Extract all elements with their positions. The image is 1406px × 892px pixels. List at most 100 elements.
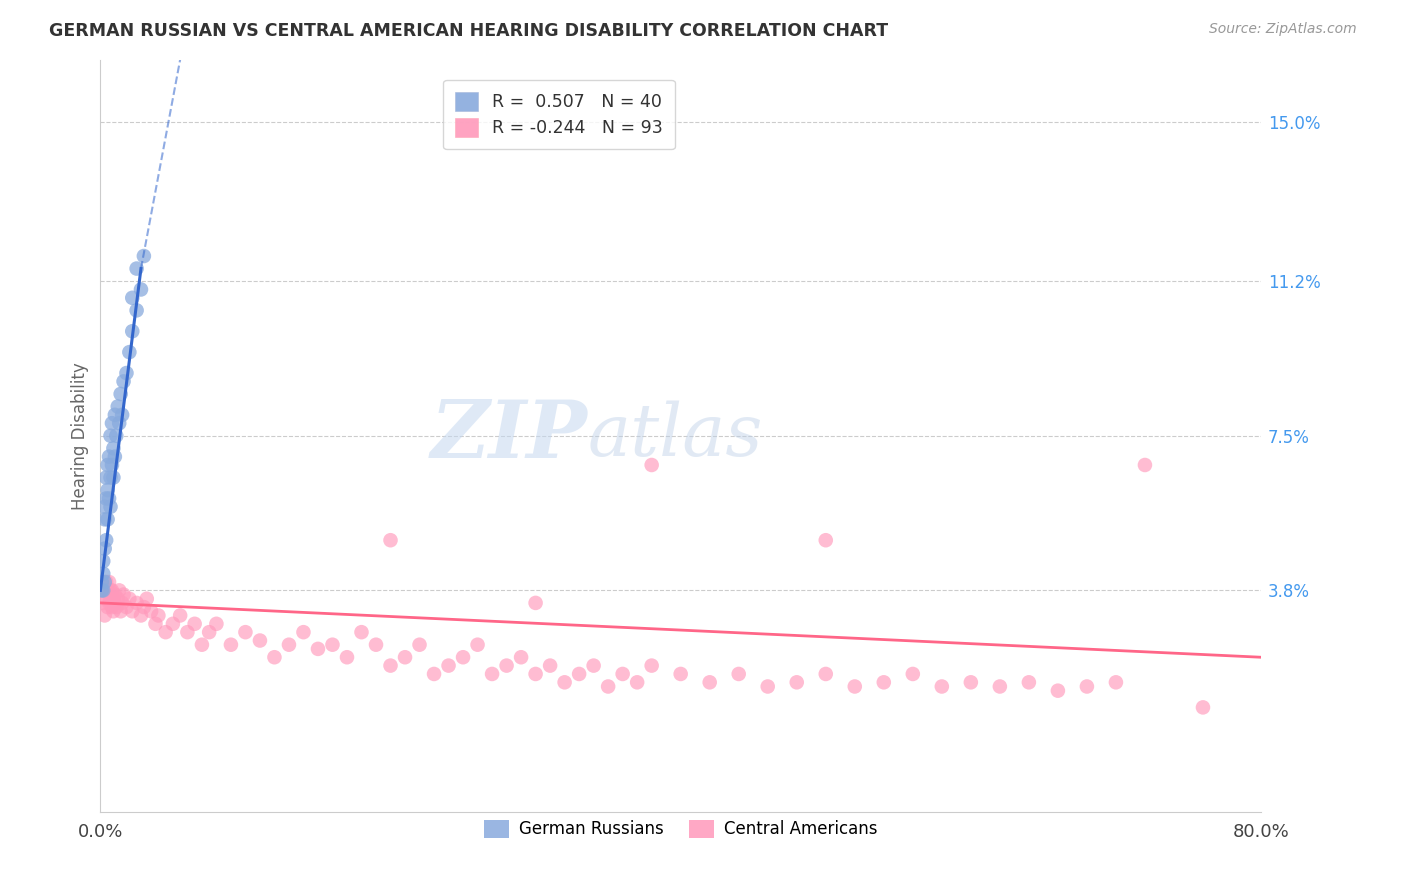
Point [100,500,122,514]
Point [205,616,228,631]
Point [380,533,402,548]
Point [931,680,953,694]
Point [97,600,120,615]
Point [155,625,177,640]
Point [96,491,118,506]
Point [97,583,120,598]
Point [103,442,125,456]
Point [100,428,122,442]
Point [97,458,120,472]
Point [437,658,460,673]
Point [96,470,118,484]
Point [901,667,924,681]
Point [423,667,446,681]
Point [93,500,115,514]
Point [98,450,121,464]
Point [451,650,474,665]
Point [481,667,503,681]
Point [612,667,634,681]
Point [176,625,198,640]
Point [115,366,138,380]
Point [91,583,114,598]
Point [115,600,138,615]
Point [1192,700,1215,714]
Point [408,638,430,652]
Point [873,675,896,690]
Point [135,591,157,606]
Point [100,583,122,598]
Point [568,667,591,681]
Point [467,638,489,652]
Point [108,416,131,430]
Point [198,625,221,640]
Point [1046,683,1069,698]
Point [510,650,533,665]
Point [121,324,143,338]
Point [336,650,359,665]
Point [96,533,118,548]
Point [524,596,547,610]
Point [98,574,121,589]
Point [756,680,779,694]
Point [364,638,387,652]
Point [350,625,373,640]
Point [110,387,132,401]
Point [191,638,214,652]
Point [219,638,242,652]
Point [101,416,124,430]
Point [786,675,808,690]
Text: atlas: atlas [588,401,763,471]
Point [90,574,112,589]
Point [524,667,547,681]
Point [105,428,128,442]
Point [118,591,141,606]
Point [145,616,167,631]
Point [959,675,981,690]
Point [101,458,124,472]
Point [121,291,143,305]
Point [307,641,329,656]
Point [98,596,121,610]
Point [125,261,148,276]
Point [554,675,576,690]
Point [814,533,837,548]
Point [91,566,114,581]
Point [97,483,120,497]
Point [112,375,135,389]
Point [235,625,257,640]
Point [112,588,135,602]
Point [93,608,115,623]
Point [107,400,129,414]
Text: Source: ZipAtlas.com: Source: ZipAtlas.com [1209,22,1357,37]
Point [104,588,127,602]
Point [98,491,121,506]
Point [118,345,141,359]
Point [148,608,170,623]
Point [101,600,124,615]
Point [100,470,122,484]
Point [103,591,125,606]
Point [844,680,866,694]
Point [90,583,112,598]
Point [103,604,125,618]
Point [125,596,148,610]
Point [278,638,301,652]
Point [249,633,271,648]
Point [93,541,115,556]
Legend: German Russians, Central Americans: German Russians, Central Americans [478,813,884,845]
Point [139,604,162,618]
Point [104,408,127,422]
Point [321,638,343,652]
Point [93,583,115,598]
Point [263,650,285,665]
Point [105,600,128,615]
Point [111,596,134,610]
Point [129,283,152,297]
Point [103,470,125,484]
Point [598,680,620,694]
Point [1133,458,1156,472]
Point [1076,680,1098,694]
Point [91,596,114,610]
Point [104,450,127,464]
Point [129,608,152,623]
